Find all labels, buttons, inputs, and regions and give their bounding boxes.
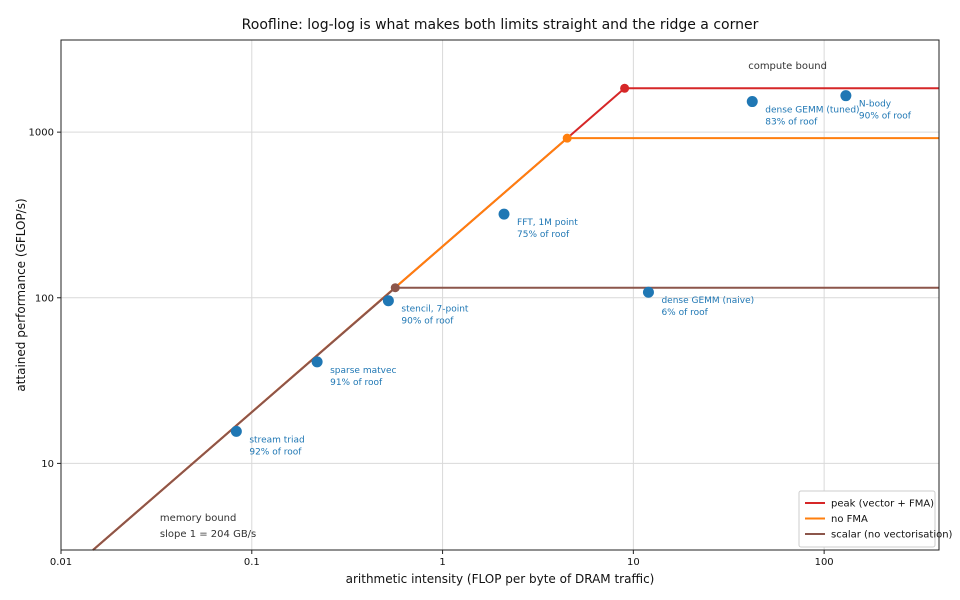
kernel-label: dense GEMM (naive) bbox=[661, 296, 754, 306]
compute-bound-label: compute bound bbox=[748, 61, 827, 72]
y-axis-ticks: 10 100 1000 bbox=[29, 128, 61, 470]
kernel-percent: 91% of roof bbox=[330, 378, 383, 388]
memory-bound-label: memory bound bbox=[160, 513, 236, 524]
x-tick-label: 1 bbox=[439, 557, 445, 568]
y-tick-label: 1000 bbox=[29, 128, 54, 139]
legend-entry: no FMA bbox=[831, 514, 868, 525]
memory-bound-slope: slope 1 = 204 GB/s bbox=[160, 529, 256, 540]
legend: peak (vector + FMA) no FMA scalar (no vect… bbox=[798, 490, 953, 548]
kernel-percent: 83% of roof bbox=[765, 118, 818, 128]
ridge-point-2 bbox=[390, 283, 400, 293]
ridge-point-1 bbox=[562, 133, 572, 143]
kernel-point bbox=[498, 208, 510, 220]
ridge-points bbox=[390, 83, 630, 293]
grid bbox=[60, 40, 939, 550]
x-axis-label: arithmetic intensity (FLOP per byte of D… bbox=[346, 572, 655, 586]
x-tick-label: 0.01 bbox=[50, 557, 72, 568]
x-tick-label: 10 bbox=[627, 557, 640, 568]
ridge-point-0 bbox=[620, 83, 630, 93]
roof-lines bbox=[92, 87, 939, 551]
kernel-label: stencil, 7-point bbox=[401, 305, 469, 315]
x-axis-ticks: 0.01 0.1 1 10 100 bbox=[50, 550, 834, 568]
kernel-point bbox=[230, 425, 242, 437]
kernel-label: N-body bbox=[859, 100, 892, 110]
legend-entry: scalar (no vectorisation) bbox=[831, 530, 953, 541]
data-points: stream triad 92% of roof sparse matvec 91% … bbox=[230, 90, 912, 457]
kernel-point bbox=[642, 286, 654, 298]
legend-box bbox=[798, 490, 936, 548]
x-tick-label: 0.1 bbox=[244, 557, 260, 568]
kernel-percent: 90% of roof bbox=[401, 317, 454, 327]
y-tick-label: 100 bbox=[35, 293, 54, 304]
kernel-label: sparse matvec bbox=[330, 366, 396, 376]
roof-line-1 bbox=[92, 137, 939, 551]
kernel-percent: 6% of roof bbox=[661, 308, 708, 318]
kernel-label: dense GEMM (tuned) bbox=[765, 106, 859, 116]
kernel-label: FFT, 1M point bbox=[517, 218, 578, 228]
y-axis-label: attained performance (GFLOP/s) bbox=[14, 198, 28, 391]
kernel-percent: 90% of roof bbox=[859, 112, 912, 122]
kernel-percent: 75% of roof bbox=[517, 230, 570, 240]
plot-frame bbox=[60, 39, 940, 551]
kernel-point bbox=[382, 295, 394, 307]
legend-entry: peak (vector + FMA) bbox=[831, 499, 934, 510]
x-tick-label: 100 bbox=[815, 557, 834, 568]
kernel-label: stream triad bbox=[249, 435, 304, 445]
kernel-percent: 92% of roof bbox=[249, 447, 302, 457]
annotations: memory bound slope 1 = 204 GB/s compute bo… bbox=[160, 61, 827, 540]
kernel-point bbox=[746, 96, 758, 108]
y-tick-label: 10 bbox=[41, 459, 54, 470]
kernel-point bbox=[840, 90, 852, 102]
chart-title: Roofline: log-log is what makes both lim… bbox=[242, 17, 759, 33]
roof-line-0 bbox=[92, 87, 939, 551]
kernel-point bbox=[311, 356, 323, 368]
